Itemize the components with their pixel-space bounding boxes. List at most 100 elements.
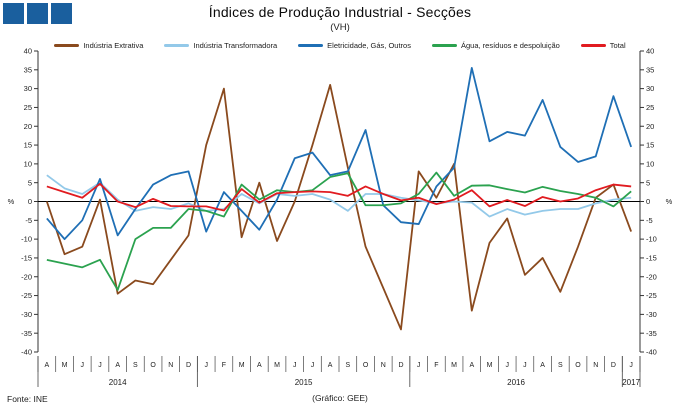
chart-header: Índices de Produção Industrial - Secções… bbox=[0, 4, 680, 33]
svg-text:J: J bbox=[629, 362, 633, 369]
svg-text:25: 25 bbox=[646, 103, 654, 112]
page-subtitle: (VH) bbox=[330, 22, 350, 33]
svg-text:0: 0 bbox=[28, 197, 32, 206]
page-title: Índices de Produção Industrial - Secções bbox=[208, 4, 472, 20]
svg-text:-35: -35 bbox=[646, 329, 657, 338]
svg-text:M: M bbox=[487, 362, 493, 369]
svg-text:-10: -10 bbox=[21, 235, 32, 244]
legend-label-eletricidade: Eletricidade, Gás, Outros bbox=[327, 41, 411, 50]
svg-text:5: 5 bbox=[28, 178, 32, 187]
svg-text:40: 40 bbox=[24, 47, 32, 56]
svg-text:-15: -15 bbox=[646, 254, 657, 263]
svg-text:30: 30 bbox=[646, 84, 654, 93]
svg-text:M: M bbox=[274, 362, 280, 369]
svg-text:D: D bbox=[398, 362, 403, 369]
logo-square bbox=[3, 3, 24, 24]
legend-label-extrativa: Indústria Extrativa bbox=[83, 41, 144, 50]
credit-note: (Gráfico: GEE) bbox=[312, 393, 368, 403]
series-line bbox=[46, 171, 632, 291]
svg-text:A: A bbox=[257, 362, 262, 369]
legend-item-extrativa: Indústria Extrativa bbox=[54, 41, 143, 50]
svg-text:40: 40 bbox=[646, 47, 654, 56]
svg-text:S: S bbox=[346, 362, 351, 369]
svg-text:F: F bbox=[434, 362, 438, 369]
svg-text:A: A bbox=[45, 362, 50, 369]
svg-text:15: 15 bbox=[24, 141, 32, 150]
series-line bbox=[46, 182, 632, 212]
legend-swatch-extrativa bbox=[54, 44, 80, 47]
svg-text:2015: 2015 bbox=[295, 378, 313, 387]
svg-text:J: J bbox=[204, 362, 208, 369]
svg-text:M: M bbox=[451, 362, 457, 369]
series-line bbox=[45, 83, 632, 331]
svg-text:J: J bbox=[81, 362, 85, 369]
svg-text:10: 10 bbox=[646, 159, 654, 168]
series-line bbox=[46, 174, 632, 218]
svg-text:2016: 2016 bbox=[507, 378, 525, 387]
legend-item-total: Total bbox=[580, 41, 626, 50]
svg-text:S: S bbox=[133, 362, 138, 369]
svg-text:35: 35 bbox=[646, 65, 654, 74]
svg-text:N: N bbox=[593, 362, 598, 369]
series-line bbox=[46, 67, 632, 241]
svg-text:%: % bbox=[666, 197, 673, 206]
svg-text:-40: -40 bbox=[646, 348, 657, 357]
svg-text:-25: -25 bbox=[21, 291, 32, 300]
svg-text:10: 10 bbox=[24, 159, 32, 168]
svg-text:30: 30 bbox=[24, 84, 32, 93]
svg-text:35: 35 bbox=[24, 65, 32, 74]
legend-label-transformadora: Indústria Transformadora bbox=[193, 41, 278, 50]
legend-swatch-transformadora bbox=[164, 44, 190, 47]
svg-text:-40: -40 bbox=[21, 348, 32, 357]
legend-item-agua: Água, resíduos e despoluição bbox=[431, 41, 560, 50]
svg-text:J: J bbox=[505, 362, 509, 369]
svg-text:M: M bbox=[239, 362, 245, 369]
svg-text:J: J bbox=[293, 362, 297, 369]
svg-text:M: M bbox=[62, 362, 68, 369]
svg-text:25: 25 bbox=[24, 103, 32, 112]
svg-text:F: F bbox=[222, 362, 226, 369]
svg-text:S: S bbox=[558, 362, 563, 369]
svg-text:O: O bbox=[575, 362, 581, 369]
svg-text:O: O bbox=[150, 362, 156, 369]
legend-label-agua: Água, resíduos e despoluição bbox=[460, 41, 560, 50]
legend-item-transformadora: Indústria Transformadora bbox=[164, 41, 277, 50]
svg-text:A: A bbox=[115, 362, 120, 369]
legend-swatch-agua bbox=[431, 44, 457, 47]
legend-label-total: Total bbox=[609, 41, 626, 50]
logo-square bbox=[27, 3, 48, 24]
legend-swatch-total bbox=[580, 44, 606, 47]
svg-text:O: O bbox=[363, 362, 369, 369]
svg-text:-20: -20 bbox=[646, 272, 657, 281]
svg-text:-5: -5 bbox=[646, 216, 653, 225]
svg-text:5: 5 bbox=[646, 178, 650, 187]
svg-text:15: 15 bbox=[646, 141, 654, 150]
svg-text:20: 20 bbox=[646, 122, 654, 131]
source-note: Fonte: INE bbox=[7, 394, 48, 404]
svg-text:A: A bbox=[540, 362, 545, 369]
legend-item-eletricidade: Eletricidade, Gás, Outros bbox=[298, 41, 411, 50]
svg-text:2014: 2014 bbox=[109, 378, 127, 387]
svg-text:20: 20 bbox=[24, 122, 32, 131]
svg-text:N: N bbox=[381, 362, 386, 369]
svg-text:2017: 2017 bbox=[622, 378, 640, 387]
svg-text:J: J bbox=[417, 362, 421, 369]
chart-legend: Indústria Extrativa Indústria Transforma… bbox=[0, 41, 680, 50]
svg-text:%: % bbox=[8, 197, 15, 206]
logo-square bbox=[51, 3, 72, 24]
svg-text:-10: -10 bbox=[646, 235, 657, 244]
svg-text:-25: -25 bbox=[646, 291, 657, 300]
svg-text:-20: -20 bbox=[21, 272, 32, 281]
svg-text:A: A bbox=[469, 362, 474, 369]
svg-text:N: N bbox=[168, 362, 173, 369]
legend-swatch-eletricidade bbox=[298, 44, 324, 47]
svg-text:A: A bbox=[328, 362, 333, 369]
svg-text:J: J bbox=[98, 362, 102, 369]
svg-text:D: D bbox=[611, 362, 616, 369]
svg-text:J: J bbox=[523, 362, 527, 369]
svg-text:D: D bbox=[186, 362, 191, 369]
logo bbox=[3, 3, 72, 24]
svg-text:-30: -30 bbox=[21, 310, 32, 319]
svg-text:J: J bbox=[311, 362, 315, 369]
